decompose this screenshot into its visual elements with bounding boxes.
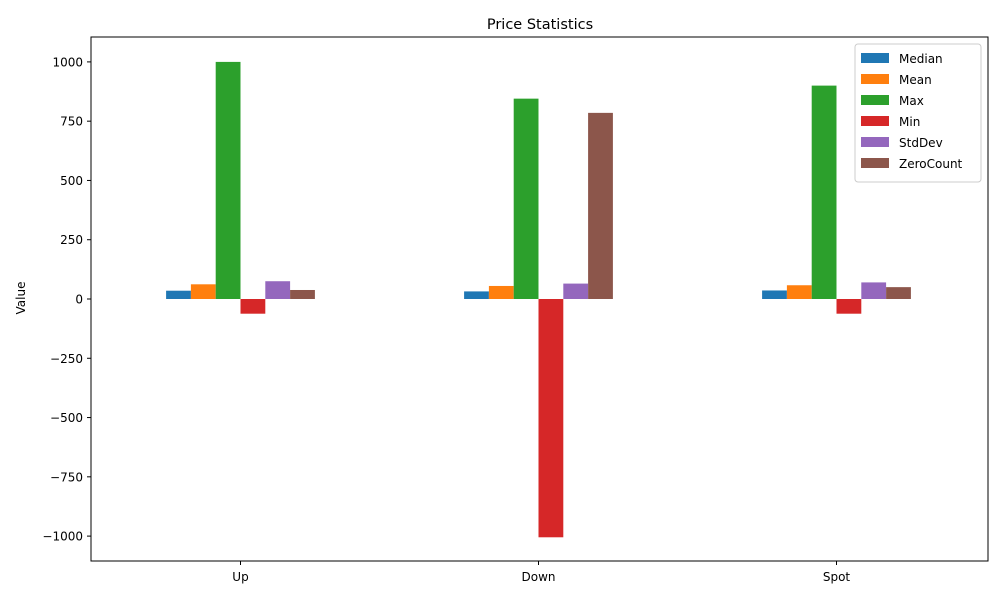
bar-mean-down [488,285,514,299]
legend-swatch-stddev [861,137,889,147]
x-tick-label: Down [521,570,555,584]
y-tick-label: 0 [75,293,83,307]
plot-frame [90,36,989,562]
y-tick-label: −250 [50,352,83,366]
bar-mean-spot [786,285,812,299]
legend-label-min: Min [899,115,920,129]
legend-swatch-zerocount [861,158,889,168]
y-axis-label: Value [14,282,28,315]
bar-zerocount-down [588,112,613,300]
bar-stddev-down [563,283,589,299]
bars-group [166,61,911,538]
bar-mean-up [190,284,216,299]
y-tick-label: 1000 [52,55,83,69]
bar-stddev-spot [861,282,887,299]
legend-label-zerocount: ZeroCount [899,157,963,171]
bar-zerocount-up [290,289,315,299]
bar-median-up [166,290,191,299]
bar-zerocount-spot [886,287,911,299]
bar-max-spot [811,85,837,299]
y-tick-label: −750 [50,470,83,484]
bar-min-up [240,299,266,314]
bar-max-down [513,98,539,300]
legend-label-mean: Mean [899,73,932,87]
y-tick-label: −500 [50,411,83,425]
legend-swatch-min [861,116,889,126]
y-tick-label: 250 [60,233,83,247]
bar-median-spot [762,290,787,299]
legend: Median Mean Max Min StdDev ZeroCount [854,43,982,183]
legend-label-median: Median [899,52,943,66]
x-tick-label: Up [232,570,248,584]
y-tick-label: 750 [60,115,83,129]
bar-min-spot [836,299,862,314]
y-tick-label: −1000 [42,530,83,544]
legend-label-max: Max [899,94,924,108]
legend-swatch-median [861,53,889,63]
bar-max-up [215,61,241,300]
x-axis: Up Down Spot [232,561,850,584]
bar-min-down [538,299,564,538]
bar-median-down [464,291,489,299]
legend-swatch-max [861,95,889,105]
legend-swatch-mean [861,74,889,84]
legend-label-stddev: StdDev [899,136,943,150]
chart-title: Price Statistics [487,17,593,33]
y-axis: −1000 −750 −500 −250 0 250 500 750 1000 [42,55,91,544]
x-tick-label: Spot [823,570,851,584]
bar-stddev-up [265,281,291,299]
y-tick-label: 500 [60,174,83,188]
